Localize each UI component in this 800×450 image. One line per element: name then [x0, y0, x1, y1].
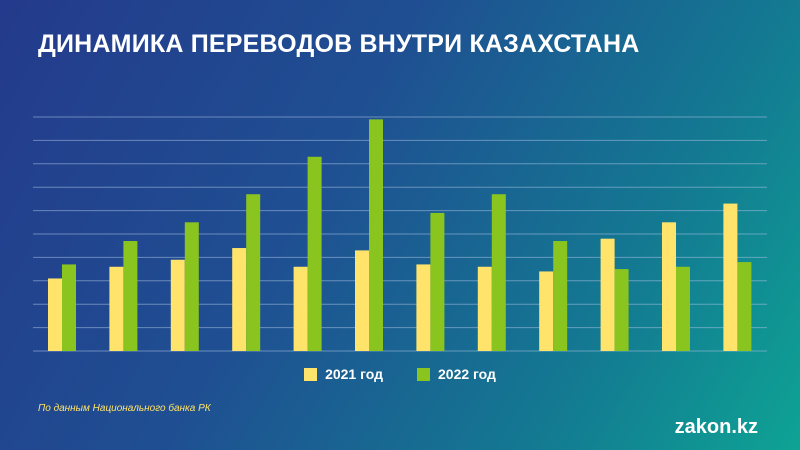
bar-2022-6: [369, 119, 383, 351]
bar-2021-6: [355, 250, 369, 351]
brand-logo: zakon.kz: [674, 416, 758, 438]
bar-2021-7: [416, 264, 431, 351]
bar-2021-12: [723, 203, 738, 351]
legend-swatch-2022: [417, 367, 430, 381]
bar-2021-3: [170, 259, 185, 351]
bar-2022-7: [430, 212, 445, 351]
source-note: По данным Национального банка РК: [38, 403, 211, 414]
bars: [48, 119, 752, 351]
legend-item-2021: 2021 год: [304, 366, 383, 382]
legend-label-2022: 2022 год: [438, 366, 496, 382]
bar-2021-10: [600, 238, 615, 351]
legend: 2021 год 2022 год: [0, 366, 800, 382]
bar-2022-11: [676, 266, 690, 351]
bar-2022-3: [184, 222, 199, 351]
bar-2021-9: [539, 271, 554, 351]
bar-2021-8: [477, 266, 492, 351]
bar-chart: [33, 116, 767, 352]
bar-2021-2: [109, 266, 124, 351]
chart-title: ДИНАМИКА ПЕРЕВОДОВ ВНУТРИ КАЗАХСТАНА: [38, 30, 640, 58]
bar-2022-12: [737, 262, 752, 351]
bar-2022-10: [614, 269, 629, 351]
legend-item-2022: 2022 год: [417, 366, 496, 382]
legend-swatch-2021: [304, 367, 318, 381]
bar-2022-1: [62, 264, 76, 351]
bar-2022-4: [246, 194, 261, 351]
bar-2022-2: [123, 241, 138, 351]
bar-2021-5: [293, 266, 308, 351]
gridlines: [33, 116, 767, 352]
bar-2021-4: [232, 248, 247, 351]
bar-2022-9: [553, 241, 568, 351]
bar-2022-5: [307, 156, 322, 351]
bar-2022-8: [491, 194, 506, 351]
legend-label-2021: 2021 год: [325, 366, 383, 382]
bar-2021-1: [48, 278, 62, 351]
bar-2021-11: [662, 222, 676, 351]
